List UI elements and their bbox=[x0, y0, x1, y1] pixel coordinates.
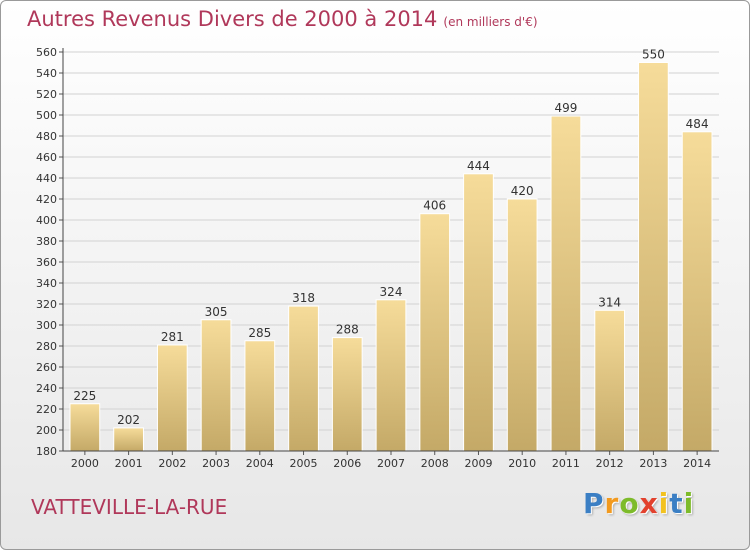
proxiti-logo: Proxiti bbox=[583, 487, 694, 520]
data-label-2012: 314 bbox=[598, 295, 621, 309]
data-label-2006: 288 bbox=[336, 323, 359, 337]
data-labels: 225 202 281 305 285 318 288 324 406 444 420 499 314 5… bbox=[73, 48, 708, 427]
x-axis-ticks: 2000 2001 2002 2003 2004 2005 2006 2007 2008 2009… bbox=[71, 451, 711, 470]
logo-letter: i bbox=[658, 487, 670, 520]
bar-2007 bbox=[375, 299, 407, 452]
bar-2004 bbox=[244, 340, 276, 452]
y-tick-label: 400 bbox=[36, 214, 57, 227]
x-tick-label-2007: 2007 bbox=[377, 457, 405, 470]
logo-letter: i bbox=[683, 487, 695, 520]
x-tick-label-2008: 2008 bbox=[421, 457, 449, 470]
x-tick-label-2011: 2011 bbox=[552, 457, 580, 470]
logo-letter: P bbox=[583, 487, 605, 520]
bars bbox=[69, 62, 713, 452]
bar-2014 bbox=[681, 131, 713, 452]
bar-2008 bbox=[419, 213, 451, 452]
y-tick-label: 460 bbox=[36, 151, 57, 164]
y-tick-label: 500 bbox=[36, 109, 57, 122]
chart-title-text: Autres Revenus Divers de 2000 à 2014 bbox=[27, 7, 438, 31]
x-tick-label-2009: 2009 bbox=[464, 457, 492, 470]
y-tick-label: 220 bbox=[36, 403, 57, 416]
y-tick-label: 560 bbox=[36, 46, 57, 59]
bar-2000 bbox=[69, 403, 101, 452]
logo-letter: r bbox=[604, 487, 620, 520]
y-tick-label: 340 bbox=[36, 277, 57, 290]
logo-letter: x bbox=[639, 487, 659, 520]
bar-2013 bbox=[638, 62, 669, 452]
bar-2011 bbox=[550, 115, 582, 452]
bar-2003 bbox=[200, 319, 232, 452]
x-tick-label-2014: 2014 bbox=[683, 457, 711, 470]
y-tick-label: 180 bbox=[36, 445, 57, 458]
bar-2010 bbox=[506, 198, 538, 452]
data-label-2001: 202 bbox=[117, 413, 140, 427]
y-axis-ticks: 180 200 220 240 260 280 300 320 340 360 380 400 420 4… bbox=[36, 46, 63, 458]
town-name: VATTEVILLE-LA-RUE bbox=[31, 495, 228, 519]
data-label-2003: 305 bbox=[205, 305, 228, 319]
x-tick-label-2005: 2005 bbox=[290, 457, 318, 470]
data-label-2010: 420 bbox=[511, 184, 534, 198]
y-tick-label: 420 bbox=[36, 193, 57, 206]
logo-letter: t bbox=[669, 487, 684, 520]
x-tick-label-2013: 2013 bbox=[639, 457, 667, 470]
chart-subtitle: (en milliers d'€) bbox=[443, 15, 538, 29]
data-label-2005: 318 bbox=[292, 291, 315, 305]
y-tick-label: 280 bbox=[36, 340, 57, 353]
x-tick-label-2012: 2012 bbox=[596, 457, 624, 470]
chart-title: Autres Revenus Divers de 2000 à 2014 (en … bbox=[27, 7, 538, 31]
y-tick-label: 200 bbox=[36, 424, 57, 437]
x-tick-label-2003: 2003 bbox=[202, 457, 230, 470]
x-tick-label-2001: 2001 bbox=[115, 457, 143, 470]
bar-2002 bbox=[156, 344, 188, 452]
data-label-2007: 324 bbox=[380, 285, 403, 299]
data-label-2009: 444 bbox=[467, 159, 490, 173]
bar-2009 bbox=[463, 173, 494, 452]
data-label-2011: 499 bbox=[554, 101, 577, 115]
data-label-2014: 484 bbox=[686, 117, 709, 131]
x-tick-label-2000: 2000 bbox=[71, 457, 99, 470]
logo-letter: o bbox=[619, 487, 640, 520]
data-label-2000: 225 bbox=[73, 389, 96, 403]
y-tick-label: 380 bbox=[36, 235, 57, 248]
y-tick-label: 300 bbox=[36, 319, 57, 332]
data-label-2002: 281 bbox=[161, 330, 184, 344]
x-tick-label-2002: 2002 bbox=[158, 457, 186, 470]
x-tick-label-2006: 2006 bbox=[333, 457, 361, 470]
x-tick-label-2004: 2004 bbox=[246, 457, 274, 470]
y-tick-label: 320 bbox=[36, 298, 57, 311]
y-tick-label: 540 bbox=[36, 67, 57, 80]
bar-2006 bbox=[331, 337, 363, 452]
y-tick-label: 480 bbox=[36, 130, 57, 143]
y-tick-label: 360 bbox=[36, 256, 57, 269]
bar-2001 bbox=[113, 427, 144, 452]
y-tick-label: 440 bbox=[36, 172, 57, 185]
y-tick-label: 520 bbox=[36, 88, 57, 101]
data-label-2004: 285 bbox=[248, 326, 271, 340]
y-tick-label: 240 bbox=[36, 382, 57, 395]
data-label-2013: 550 bbox=[642, 48, 665, 62]
y-tick-label: 260 bbox=[36, 361, 57, 374]
bar-2005 bbox=[288, 305, 319, 452]
x-tick-label-2010: 2010 bbox=[508, 457, 536, 470]
data-label-2008: 406 bbox=[423, 199, 446, 213]
axes bbox=[62, 48, 719, 452]
bar-2012 bbox=[594, 309, 626, 452]
